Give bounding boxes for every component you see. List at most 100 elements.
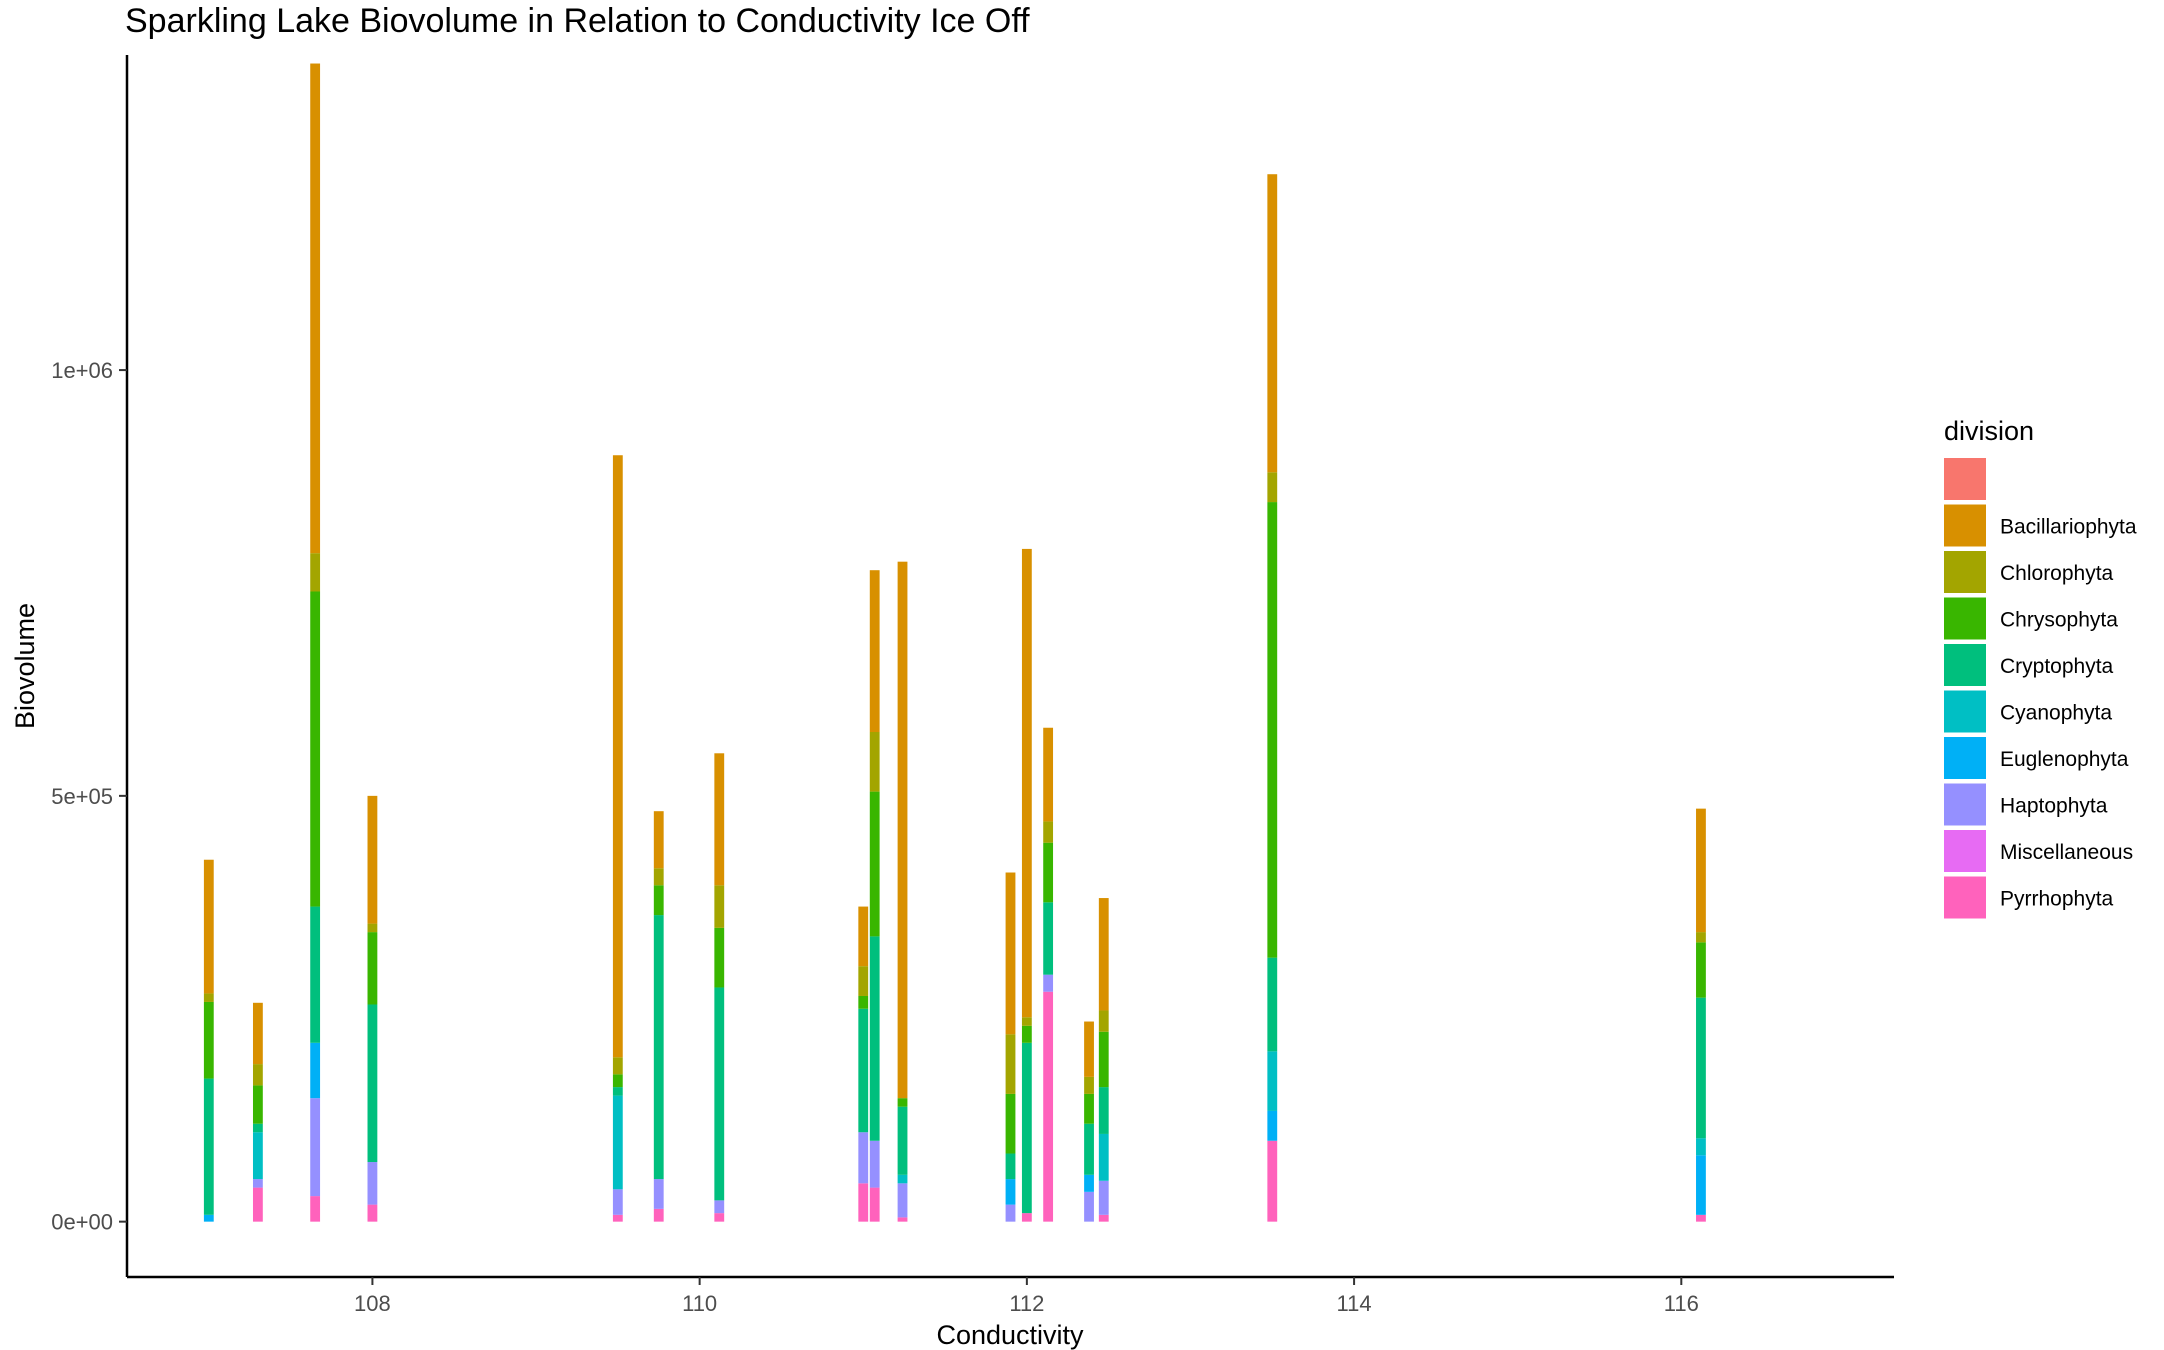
bar-stack (869, 570, 880, 1222)
bar-segment-cryptophyta (1043, 902, 1054, 975)
bar-segment-chrysophyta (1084, 1093, 1094, 1124)
legend-item: Chrysophyta (1944, 597, 2118, 640)
legend: Bacillariophyta Chlorophyta Chrysophyta Cry… (1944, 458, 2137, 919)
chart-title: Sparkling Lake Biovolume in Relation to … (125, 2, 1030, 40)
bar-segment-cryptophyta (1098, 1087, 1109, 1134)
legend-item: Chlorophyta (1944, 551, 2114, 593)
bar-segment-bacillariophyta (714, 753, 725, 886)
legend-label: Chrysophyta (2000, 609, 2118, 632)
legend-swatch (1944, 783, 1986, 826)
bar-segment-chrysophyta (858, 995, 869, 1009)
bar-segment-bacillariophyta (1084, 1021, 1094, 1077)
bar-segment-chlorophyta (1267, 472, 1278, 503)
bar-segment-cryptophyta (1696, 997, 1706, 1139)
bar-stack (1043, 727, 1054, 1222)
legend-item: Bacillariophyta (1944, 504, 2137, 547)
legend-swatch (1944, 690, 1986, 733)
bar-segment-chlorophyta (1696, 932, 1706, 943)
bar-segment-haptophyta (612, 1189, 623, 1215)
bar-segment-chrysophyta (869, 791, 880, 937)
bar-segment-haptophyta (252, 1179, 263, 1188)
legend-item: Miscellaneous (1944, 830, 2133, 872)
bar-segment-bacillariophyta (1098, 898, 1109, 1011)
bar-segment-cryptophyta (897, 1106, 908, 1175)
bar-segment-pyrrhophyta (858, 1183, 869, 1222)
bar-segment-chrysophyta (1696, 942, 1706, 998)
bar-segment-cryptophyta (714, 987, 725, 1201)
legend-item: Haptophyta (1944, 783, 2108, 826)
y-tick-label: 5e+05 (51, 784, 113, 809)
bar-segment-bacillariophyta (1005, 872, 1016, 1035)
bar-segment-chrysophyta (1043, 842, 1054, 903)
bar-segment-cryptophyta (310, 906, 321, 1043)
bar-segment-chlorophyta (1043, 821, 1054, 843)
bar-segment-cryptophyta (367, 1004, 378, 1163)
bar-segment-pyrrhophyta (612, 1214, 623, 1222)
bar-segment-chlorophyta (858, 966, 869, 996)
bar-segment-pyrrhophyta (1098, 1214, 1109, 1222)
bar-segment-cyanophyta (1267, 1051, 1278, 1111)
y-ticks: 0e+00 5e+05 1e+06 (51, 358, 127, 1235)
bar-segment-chlorophyta (310, 553, 321, 592)
y-tick-label: 1e+06 (51, 358, 113, 383)
bar-segment-cyanophyta (252, 1132, 263, 1180)
bar-segment-chlorophyta (367, 923, 378, 933)
bar-stack (367, 795, 378, 1222)
legend-label: Haptophyta (2000, 795, 2108, 818)
bar-segment-bacillariophyta (653, 811, 664, 869)
bar-segment-chrysophyta (1021, 1025, 1032, 1043)
bar-stack (1267, 174, 1278, 1222)
x-tick-label: 110 (682, 1291, 717, 1316)
bar-segment-bacillariophyta (203, 859, 214, 994)
legend-label: Bacillariophyta (2000, 516, 2137, 539)
bar-segment-haptophyta (367, 1162, 378, 1205)
bar-stack (653, 811, 664, 1222)
bar-segment-cryptophyta (612, 1087, 623, 1096)
legend-label: Pyrrhophyta (2000, 888, 2114, 911)
bar-segment-chrysophyta (714, 927, 725, 988)
bar-stack (1084, 1021, 1094, 1222)
bar-segment-cyanophyta (897, 1174, 908, 1184)
legend-swatch (1944, 876, 1986, 919)
bar-segment-bacillariophyta (1021, 548, 1032, 1018)
x-ticks: 108 110 112 114 116 (354, 1277, 1699, 1316)
y-tick-label: 0e+00 (51, 1210, 113, 1235)
legend-swatch (1944, 737, 1986, 779)
bar-segment-bacillariophyta (612, 455, 623, 1058)
bar-segment-haptophyta (1098, 1180, 1109, 1215)
bar-segment-cyanophyta (1098, 1133, 1109, 1181)
bar-segment-euglenophyta (1084, 1174, 1094, 1192)
bar-segment-euglenophyta (1005, 1179, 1016, 1205)
bar-segment-chlorophyta (203, 993, 214, 1002)
bar-segment-chlorophyta (1084, 1076, 1094, 1094)
bar-segment-cyanophyta (612, 1095, 623, 1190)
bar-segment-haptophyta (1084, 1191, 1094, 1222)
bar-segment-chlorophyta (1005, 1034, 1016, 1094)
bar-segment-haptophyta (858, 1132, 869, 1184)
bar-segment-chrysophyta (252, 1085, 263, 1124)
bar-segment-bacillariophyta (310, 63, 321, 554)
bar-segment-haptophyta (1005, 1204, 1016, 1222)
bar-segment-cryptophyta (1021, 1042, 1032, 1214)
legend-label: Miscellaneous (2000, 841, 2133, 864)
legend-item: Cyanophyta (1944, 690, 2112, 733)
bar-segment-pyrrhophyta (252, 1187, 263, 1222)
bar-stack (310, 63, 321, 1222)
bar-segment-chrysophyta (310, 591, 321, 907)
legend-item (1944, 458, 1986, 500)
bar-segment-bacillariophyta (869, 570, 880, 732)
bar-segment-cryptophyta (653, 915, 664, 1180)
bar-segment-bacillariophyta (252, 1002, 263, 1065)
bar-segment-bacillariophyta (1267, 174, 1278, 473)
bar-stack (252, 1002, 263, 1222)
legend-swatch (1944, 551, 1986, 593)
x-tick-label: 114 (1337, 1291, 1372, 1316)
bar-segment-pyrrhophyta (1043, 991, 1054, 1222)
bar-segment-euglenophyta (1267, 1110, 1278, 1141)
x-tick-label: 116 (1664, 1291, 1699, 1316)
bar-segment-bacillariophyta (858, 906, 869, 967)
bar-segment-cryptophyta (203, 1078, 214, 1215)
bar-segment-pyrrhophyta (367, 1204, 378, 1222)
bar-segment-pyrrhophyta (714, 1213, 725, 1222)
bar-segment-haptophyta (653, 1179, 664, 1209)
